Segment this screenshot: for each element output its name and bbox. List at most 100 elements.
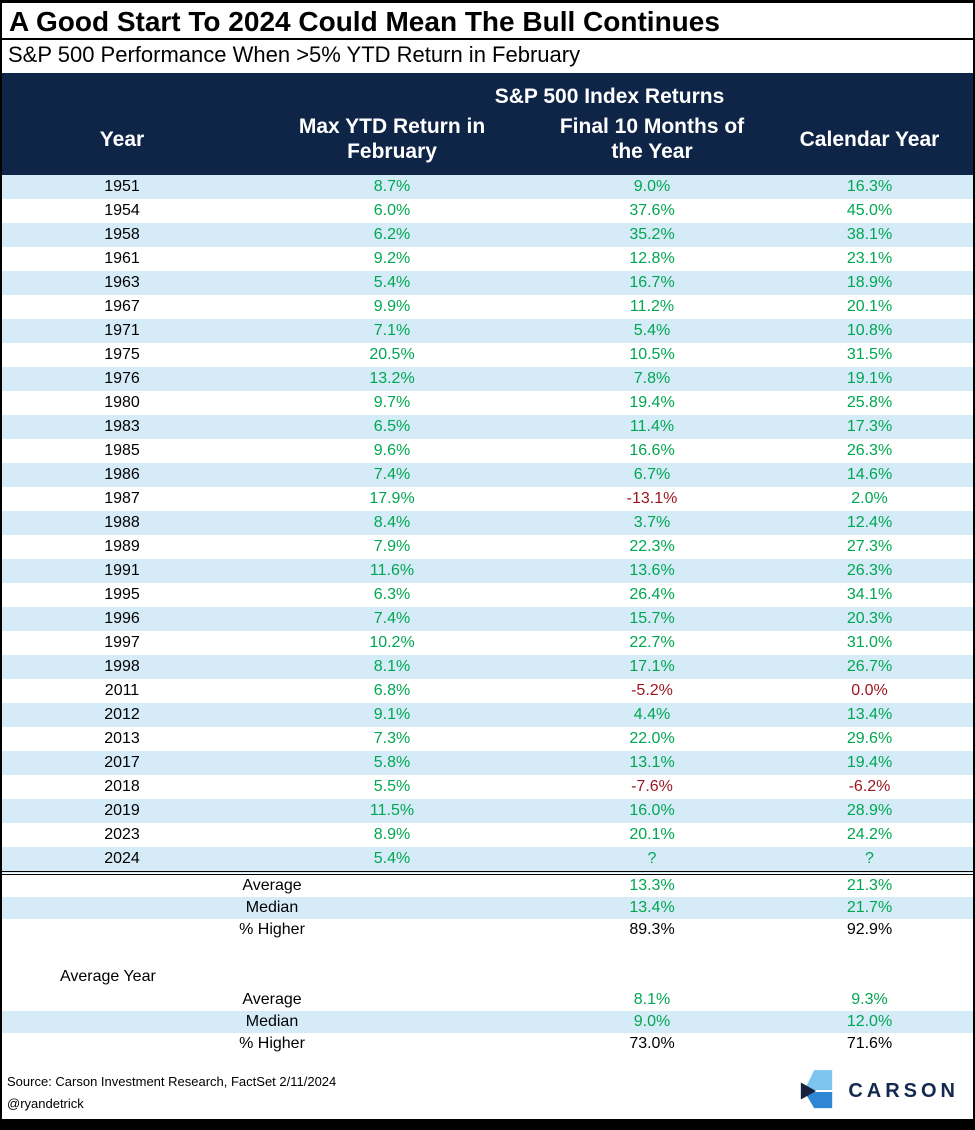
max-ytd-cell: 6.8% <box>373 681 411 699</box>
table-row: 2012 9.1% 4.4% 13.4% <box>2 702 973 727</box>
final-10mo-cell: 37.6% <box>629 201 675 219</box>
year-cell: 2023 <box>104 825 140 843</box>
final-10mo-cell: 3.7% <box>542 510 762 535</box>
year-cell: 1996 <box>2 606 242 631</box>
header-corner-cell <box>2 72 242 111</box>
final-10mo-cell: 35.2% <box>542 222 762 247</box>
max-ytd-cell: 13.2% <box>242 366 542 391</box>
year-cell: 1976 <box>2 366 242 391</box>
year-cell: 2024 <box>2 846 242 873</box>
summary-row: Median 13.4% 21.7% <box>2 896 973 919</box>
final-10mo-cell: 22.7% <box>629 633 675 651</box>
max-ytd-cell: 8.1% <box>242 654 542 679</box>
year-cell: 1958 <box>2 222 242 247</box>
max-ytd-cell: 5.4% <box>242 846 542 873</box>
max-ytd-cell: 9.2% <box>373 249 411 267</box>
year-cell: 1995 <box>104 585 140 603</box>
calendar-year-cell: 10.8% <box>762 318 973 343</box>
final-10mo-cell: 19.4% <box>629 393 675 411</box>
table-row: 1954 6.0% 37.6% 45.0% <box>2 199 973 223</box>
table-row: 2018 5.5% -7.6% -6.2% <box>2 775 973 799</box>
calendar-year-cell: 31.5% <box>846 345 893 363</box>
max-ytd-cell: 7.4% <box>242 606 542 631</box>
final-10mo-cell: 6.7% <box>542 462 762 487</box>
average-year-label: Average Year <box>60 967 156 985</box>
year-cell: 1954 <box>104 201 140 219</box>
max-ytd-cell: 9.1% <box>242 702 542 727</box>
table-row: 2024 5.4%?? <box>2 846 973 873</box>
table-row: 2017 5.8% 13.1% 19.4% <box>2 750 973 775</box>
year-cell: 1963 <box>2 270 242 295</box>
calendar-year-cell: 16.3% <box>762 174 973 199</box>
table-body: 1951 8.7% 9.0% 16.3% 1954 6.0% 37.6% 45.0% 1958 6… <box>2 174 973 873</box>
table-row: 1991 11.6% 13.6% 26.3% <box>2 558 973 583</box>
year-cell: 1980 <box>104 393 140 411</box>
final-10mo-cell: 12.8% <box>629 249 675 267</box>
max-ytd-cell: 5.4% <box>242 270 542 295</box>
table-row: 1987 17.9% -13.1% 2.0% <box>2 487 973 511</box>
table-row: 1951 8.7% 9.0% 16.3% <box>2 174 973 199</box>
calendar-year-cell: 12.4% <box>762 510 973 535</box>
max-ytd-cell: 17.9% <box>369 489 415 507</box>
source-block: Source: Carson Investment Research, Fact… <box>7 1071 336 1117</box>
table-row: 1989 7.9% 22.3% 27.3% <box>2 535 973 559</box>
year-cell: 1961 <box>104 249 140 267</box>
final-10mo-cell: 11.4% <box>542 414 762 439</box>
max-ytd-cell: 11.6% <box>242 558 542 583</box>
final-10mo-cell: ? <box>542 846 762 873</box>
max-ytd-cell: 9.7% <box>373 393 411 411</box>
column-header-calendar-year: Calendar Year <box>762 110 973 175</box>
table-row: 1986 7.4% 6.7% 14.6% <box>2 462 973 487</box>
bottom-bar <box>2 1119 973 1128</box>
max-ytd-cell: 7.4% <box>242 462 542 487</box>
max-ytd-cell: 8.9% <box>373 825 411 843</box>
max-ytd-cell: 7.1% <box>242 318 542 343</box>
max-ytd-cell: 7.9% <box>373 537 411 555</box>
max-ytd-cell: 6.2% <box>242 222 542 247</box>
table-row: 1998 8.1% 17.1% 26.7% <box>2 654 973 679</box>
calendar-year-cell: 45.0% <box>846 201 893 219</box>
group-header: S&P 500 Index Returns <box>242 72 973 111</box>
carson-logo-text: CARSON <box>848 1079 959 1102</box>
final-10mo-summary-cell: 9.0% <box>542 1010 762 1033</box>
final-10mo-cell: 16.7% <box>542 270 762 295</box>
year-cell: 1991 <box>2 558 242 583</box>
final-10mo-cell: 13.6% <box>542 558 762 583</box>
final-10mo-summary-cell: 89.3% <box>629 920 675 938</box>
table-row: 1975 20.5% 10.5% 31.5% <box>2 343 973 367</box>
year-cell: 1998 <box>2 654 242 679</box>
table-row: 1980 9.7% 19.4% 25.8% <box>2 391 973 415</box>
table-row: 2011 6.8% -5.2% 0.0% <box>2 679 973 703</box>
summary-row: % Higher 89.3% 92.9% <box>2 919 973 941</box>
source-text: Source: Carson Investment Research, Fact… <box>7 1073 337 1089</box>
final-10mo-cell: 5.4% <box>542 318 762 343</box>
max-ytd-cell: 20.5% <box>369 345 415 363</box>
max-ytd-cell: 9.9% <box>373 297 411 315</box>
calendar-year-cell: 19.4% <box>762 750 973 775</box>
final-10mo-cell: 4.4% <box>542 702 762 727</box>
summary-label: % Higher <box>239 920 305 938</box>
table-row: 1976 13.2% 7.8% 19.1% <box>2 366 973 391</box>
average-year-header-row: Average Year <box>2 965 973 989</box>
year-cell: 2019 <box>2 798 242 823</box>
carson-logo-icon <box>801 1070 833 1109</box>
max-ytd-cell: 11.5% <box>242 798 542 823</box>
chart-subtitle: S&P 500 Performance When >5% YTD Return … <box>8 42 581 68</box>
calendar-year-cell: 38.1% <box>762 222 973 247</box>
calendar-year-cell: 28.9% <box>762 798 973 823</box>
column-header-final-10-months: Final 10 Months of the Year <box>542 110 762 175</box>
max-ytd-cell: 6.0% <box>373 201 411 219</box>
calendar-year-summary-cell: 21.3% <box>762 870 973 897</box>
calendar-year-cell: 26.3% <box>762 558 973 583</box>
calendar-year-cell: -6.2% <box>848 777 891 795</box>
final-10mo-cell: -7.6% <box>631 777 673 795</box>
spacer-row <box>2 941 973 965</box>
year-cell: 1997 <box>104 633 140 651</box>
calendar-year-cell: 29.6% <box>846 729 893 747</box>
calendar-year-summary-cell: 9.3% <box>851 990 888 1008</box>
summary-label: Median <box>2 1010 542 1033</box>
calendar-year-cell: 14.6% <box>762 462 973 487</box>
final-10mo-cell: 20.1% <box>629 825 675 843</box>
max-ytd-cell: 10.2% <box>369 633 415 651</box>
